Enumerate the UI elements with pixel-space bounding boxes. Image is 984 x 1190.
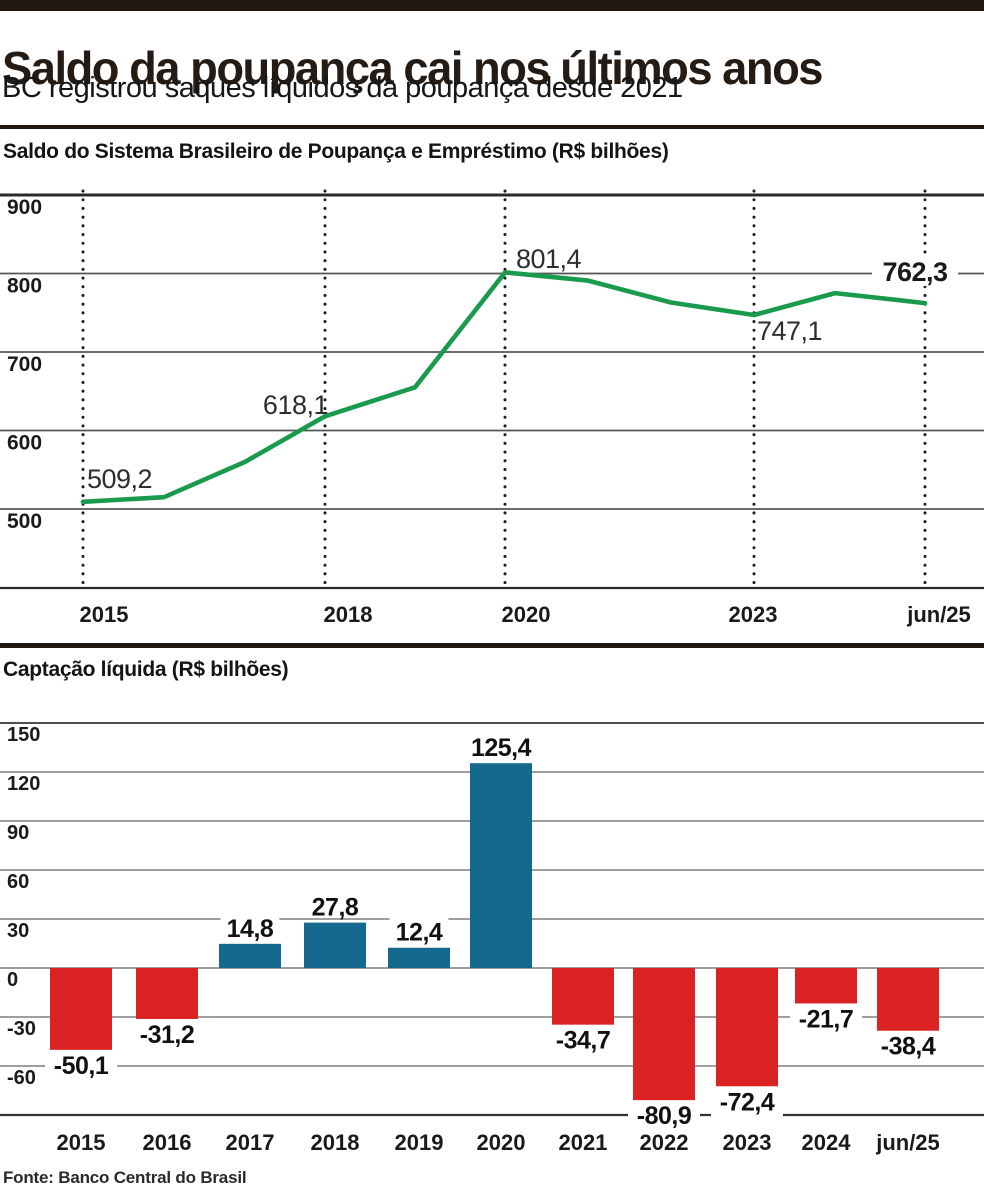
bar-chart-xtick-jun/25: jun/25 bbox=[875, 1130, 940, 1155]
balance-line-chart: 900 800 700 600 500 509,2 618,1 801,4 747,1 762,3… bbox=[0, 189, 984, 627]
point-label-jun/25: 762,3 bbox=[882, 257, 948, 287]
bar-label-knockout-2016 bbox=[131, 1022, 203, 1050]
bar-chart-title: Captação líquida (R$ bilhões) bbox=[3, 658, 289, 681]
line-chart-xtick-2020: 2020 bbox=[502, 602, 551, 627]
source-note: Fonte: Banco Central do Brasil bbox=[3, 1168, 247, 1187]
bar-label-knockout-2020 bbox=[465, 731, 537, 759]
bar-label-knockout-2022 bbox=[628, 1104, 700, 1132]
bar-chart-ytick-30: 30 bbox=[7, 920, 29, 942]
line-chart-xtick-2018: 2018 bbox=[324, 602, 373, 627]
bar-chart-ytick-90: 90 bbox=[7, 822, 29, 844]
bar-value-label-2024: -21,7 bbox=[799, 1005, 853, 1033]
line-chart-xtick-2015: 2015 bbox=[80, 602, 129, 627]
net-funding-bar-chart: 150 120 90 60 30 0 -30 -60 -50,1 -31,2 14,8 27,8 12,… bbox=[0, 722, 984, 1155]
balance-line-series bbox=[80, 270, 928, 505]
bar-2023 bbox=[716, 968, 778, 1087]
bar-value-label-2022: -80,9 bbox=[637, 1102, 691, 1130]
bar-chart-xtick-2015: 2015 bbox=[57, 1130, 106, 1155]
point-label-2023: 747,1 bbox=[757, 316, 822, 346]
bar-chart-xtick-2018: 2018 bbox=[311, 1130, 360, 1155]
line-chart-ytick-900: 900 bbox=[7, 196, 42, 219]
section-divider-top bbox=[0, 125, 984, 129]
bar-chart-ytick-120: 120 bbox=[7, 773, 40, 795]
bar-2024 bbox=[795, 968, 857, 1004]
bar-chart-xtick-2016: 2016 bbox=[143, 1130, 192, 1155]
bar-value-label-jun/25: -38,4 bbox=[881, 1033, 936, 1061]
bar-chart-ytick-0: 0 bbox=[7, 969, 18, 991]
page-title: Saldo da poupança cai nos últimos anos bbox=[2, 41, 823, 94]
bar-value-label-2016: -31,2 bbox=[140, 1021, 194, 1049]
line-chart-ytick-500: 500 bbox=[7, 510, 42, 533]
bar-2019 bbox=[388, 947, 450, 968]
point-label-2018: 618,1 bbox=[263, 390, 328, 420]
bar-value-label-2023: -72,4 bbox=[720, 1088, 775, 1116]
bar-chart-xtick-2019: 2019 bbox=[395, 1130, 444, 1155]
bar-chart-ytick--30: -30 bbox=[7, 1018, 36, 1040]
bar-label-knockout-2015 bbox=[45, 1053, 117, 1081]
bar-2020 bbox=[470, 763, 532, 968]
line-chart-ytick-800: 800 bbox=[7, 275, 42, 298]
bar-chart-xtick-2024: 2024 bbox=[802, 1130, 852, 1155]
bar-chart-xtick-2020: 2020 bbox=[477, 1130, 526, 1155]
bar-chart-xtick-2021: 2021 bbox=[559, 1130, 608, 1155]
bar-value-label-2017: 14,8 bbox=[227, 915, 274, 943]
bar-2018 bbox=[304, 922, 366, 968]
bar-label-knockout-2017 bbox=[220, 911, 280, 939]
point-label-2015: 509,2 bbox=[87, 464, 152, 494]
bar-2017 bbox=[219, 943, 281, 968]
bar-2021 bbox=[552, 968, 614, 1025]
bar-chart-ytick-150: 150 bbox=[7, 724, 40, 746]
bar-label-knockout-2019 bbox=[389, 915, 449, 943]
line-chart-ytick-600: 600 bbox=[7, 432, 42, 455]
bar-value-label-2018: 27,8 bbox=[312, 894, 359, 922]
bar-value-label-2021: -34,7 bbox=[556, 1027, 610, 1055]
label-knockout bbox=[872, 259, 958, 286]
bar-chart-xtick-2017: 2017 bbox=[226, 1130, 275, 1155]
top-black-rule bbox=[0, 0, 984, 11]
bar-2015 bbox=[50, 968, 112, 1050]
line-chart-ytick-700: 700 bbox=[7, 353, 42, 376]
bar-chart-ytick-60: 60 bbox=[7, 871, 29, 893]
bar-chart-xtick-2022: 2022 bbox=[640, 1130, 689, 1155]
bar-label-knockout-2021 bbox=[547, 1028, 619, 1056]
bar-2022 bbox=[633, 968, 695, 1101]
bar-2016 bbox=[136, 968, 198, 1019]
bar-jun/25 bbox=[877, 968, 939, 1031]
page-subtitle: BC registrou saques líquidos da poupança… bbox=[2, 72, 683, 104]
line-chart-xtick-jun/25: jun/25 bbox=[906, 602, 971, 627]
bar-value-label-2015: -50,1 bbox=[54, 1052, 109, 1080]
bar-label-knockout-2023 bbox=[711, 1090, 783, 1118]
bar-label-knockout-2024 bbox=[790, 1007, 862, 1035]
section-divider-middle bbox=[0, 643, 984, 648]
point-label-2020: 801,4 bbox=[516, 244, 582, 274]
bar-chart-xtick-2023: 2023 bbox=[723, 1130, 772, 1155]
bar-label-knockout-2018 bbox=[305, 890, 365, 918]
bar-chart-ytick--60: -60 bbox=[7, 1067, 36, 1089]
bar-value-label-2020: 125,4 bbox=[471, 734, 532, 762]
bar-value-label-2019: 12,4 bbox=[396, 919, 443, 947]
line-chart-title: Saldo do Sistema Brasileiro de Poupança … bbox=[3, 140, 669, 163]
bar-label-knockout-jun/25 bbox=[872, 1034, 944, 1062]
line-chart-xtick-2023: 2023 bbox=[729, 602, 778, 627]
